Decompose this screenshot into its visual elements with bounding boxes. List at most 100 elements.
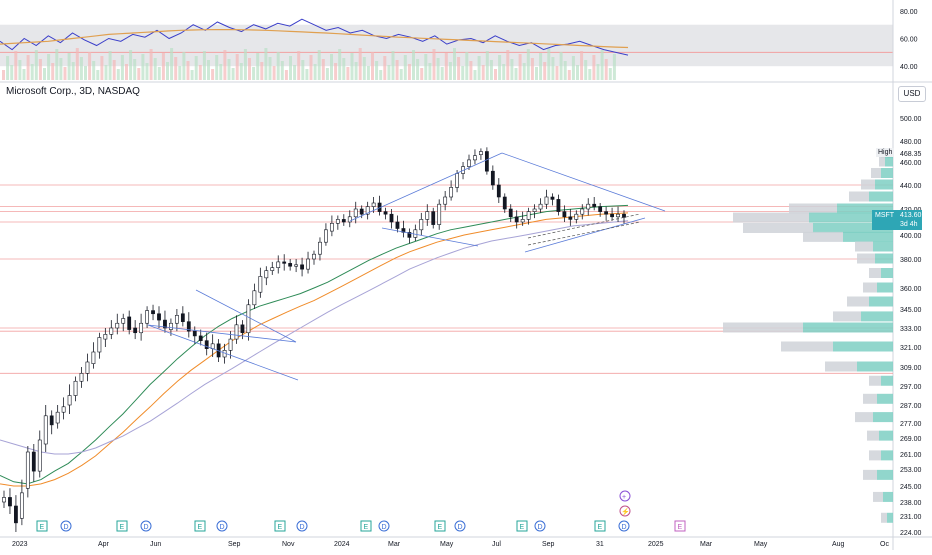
rsi-volume-bar [116,69,120,80]
time-axis-tick-label: 2023 [12,541,28,548]
earnings-marker-label: E [678,524,683,531]
rsi-volume-bar [309,55,313,80]
rsi-volume-bar [207,60,210,80]
rsi-volume-bar [391,51,395,80]
dividend-marker [378,520,390,532]
dividend-marker [534,520,546,532]
rsi-volume-bar [178,66,182,80]
candle-down [490,170,495,186]
rsi-volume-bar [346,67,350,80]
volume-profile-up-bar [869,296,893,307]
candle-down [49,415,54,426]
volume-profile-down-bar [803,231,843,242]
candle-down [496,184,501,198]
upcoming-event-marker [619,490,631,502]
dividend-marker [140,520,152,532]
rsi-volume-bar [289,56,292,80]
candle-up [43,415,48,445]
volume-profile-up-bar [843,231,893,242]
volume-profile-up-bar [881,168,893,178]
rsi-volume-bar [313,64,317,80]
candle-down [359,208,364,215]
candle-up [258,276,263,293]
volume-profile-down-bar [857,253,875,264]
rsi-volume-bar [477,56,481,80]
candle-up [532,208,537,212]
rsi-volume-bar [412,50,415,80]
candle-down [300,264,304,270]
rsi-volume-bar [604,59,608,80]
dividend-marker-label: D [622,524,627,531]
candle-up [103,334,108,340]
candle-down [192,330,197,337]
volume-profile-up-bar [877,393,893,404]
rsi-volume-bar [321,59,325,80]
time-axis-tick-label: May [754,541,768,548]
earnings-marker-label: E [598,524,603,531]
candle-up [580,208,585,215]
rsi-volume-bar [325,68,329,80]
rsi-volume-bar [71,62,75,80]
currency-button[interactable]: USD [898,86,926,102]
candle-up [467,159,471,167]
candle-down [163,319,167,329]
volume-profile-down-bar [861,179,875,190]
rsi-volume-bar [444,53,448,80]
rsi-volume-bar [149,49,153,80]
price-axis-tick-label: 440.00 [900,183,922,190]
candle-up [73,380,78,396]
rsi-volume-bar [424,54,428,80]
rsi-volume-bar [510,59,514,80]
price-axis-tick-label: 224.00 [900,530,922,537]
earnings-marker-label: E [278,524,283,531]
rsi-volume-bar [514,68,518,80]
rsi-volume-bar [2,70,5,80]
volume-profile-down-bar [855,412,873,423]
candle-down [389,213,394,223]
candle-down [240,324,245,334]
price-axis-tick-label: 253.00 [900,467,922,474]
rsi-volume-bar [137,68,141,80]
rsi-volume-bar [51,63,55,80]
candle-up [616,213,620,218]
candle-down [341,219,346,223]
rsi-volume-bar [268,57,272,80]
volume-profile-up-bar [873,241,893,252]
candle-up [324,229,328,243]
volume-profile-up-bar [887,512,893,523]
rsi-signal-line [0,29,629,49]
dividend-marker-label: D [538,524,543,531]
earnings-marker [434,520,446,532]
rsi-volume-bar [473,70,477,80]
upcoming-event-glyph: + [622,494,626,501]
candle-up [61,406,66,413]
candle-up [526,211,531,220]
volume-profile-up-bar [881,450,893,461]
candle-up [19,492,24,519]
candle-up [449,187,454,198]
rsi-volume-bar [125,64,128,80]
earnings-marker [516,520,528,532]
candle-up [520,219,525,223]
rsi-volume-bar [350,53,354,80]
volume-profile-up-bar [877,469,893,480]
candle-up [121,318,126,324]
symbol-tag: MSFT [875,212,895,219]
rsi-volume-bar [567,70,571,80]
rsi-volume-bar [34,50,38,80]
rsi-volume-bar [366,66,370,80]
volume-profile-down-bar [847,296,869,307]
price-axis-tick-label: 345.00 [900,307,922,314]
candle-up [443,196,448,205]
candle-up [228,338,233,351]
candle-down [562,211,567,218]
earnings-marker [274,520,286,532]
volume-profile-down-bar [743,223,813,233]
rsi-volume-bar [120,55,124,80]
time-axis-tick-label: Sep [542,541,555,548]
rsi-volume-bar [395,60,399,80]
rsi-volume-bar [92,61,96,80]
rsi-volume-bar [260,62,264,80]
